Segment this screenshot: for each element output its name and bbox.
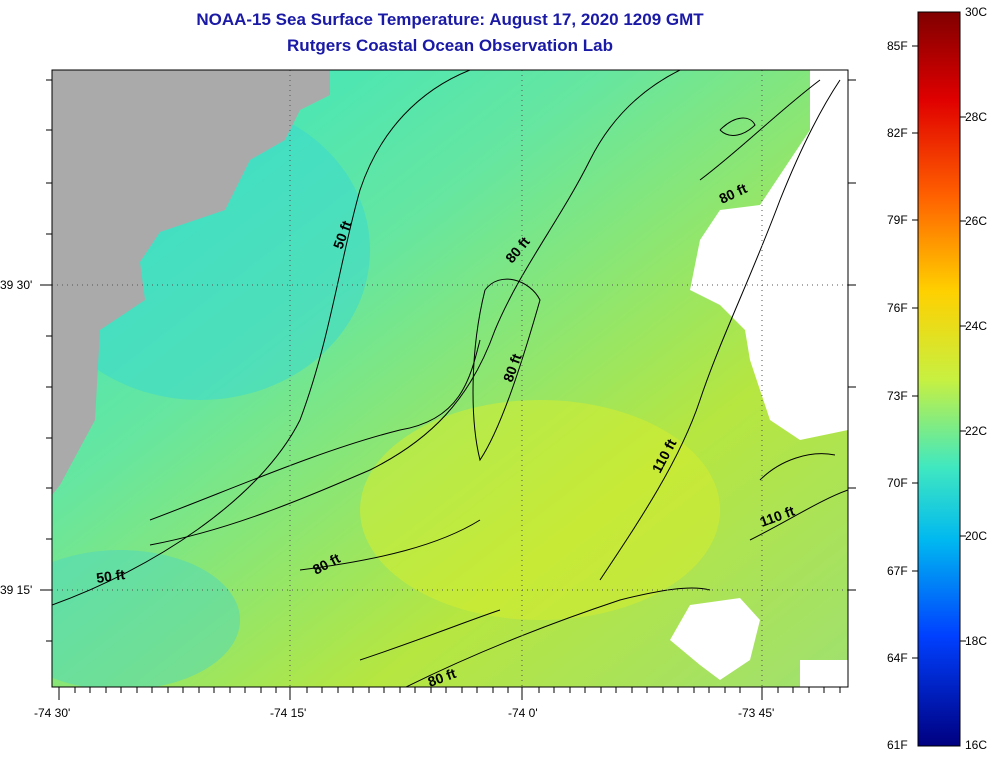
warm-water-patch [360, 400, 720, 620]
map-title: NOAA-15 Sea Surface Temperature: August … [196, 10, 704, 29]
colorbar-c-label: 18C [965, 634, 988, 648]
land-mass [52, 70, 330, 495]
colorbar-f-label: 82F [887, 126, 908, 140]
cloud-mask-southeast [670, 598, 760, 680]
longitude-label: -73 45' [738, 706, 775, 720]
cloud-mask-northeast [690, 70, 848, 440]
colorbar-f-label: 85F [887, 39, 908, 53]
colorbar-c-label: 24C [965, 319, 988, 333]
bathymetry-contours [52, 70, 848, 687]
longitude-label: -74 0' [508, 706, 538, 720]
colorbar-f-label: 70F [887, 476, 908, 490]
colorbar-f-label: 73F [887, 389, 908, 403]
contour-label: 50 ft [95, 566, 126, 586]
colorbar [917, 11, 961, 747]
latitude-label: 39 15' [0, 583, 33, 597]
colorbar-ticks [912, 45, 966, 659]
map-subtitle: Rutgers Coastal Ocean Observation Lab [287, 36, 613, 55]
colorbar-f-label: 64F [887, 651, 908, 665]
map-frame [51, 69, 849, 688]
cloud-mask-corner [800, 660, 848, 687]
colorbar-f-label: 76F [887, 301, 908, 315]
colorbar-f-label: 67F [887, 564, 908, 578]
colorbar-c-label: 16C [965, 738, 988, 752]
colorbar-c-label: 30C [965, 5, 988, 19]
cool-water-patch-south [52, 550, 240, 687]
axis-ticks [40, 79, 856, 700]
colorbar-c-label: 26C [965, 214, 988, 228]
longitude-label: -74 15' [270, 706, 307, 720]
colorbar-f-label: 61F [887, 738, 908, 752]
longitude-label: -74 30' [34, 706, 71, 720]
colorbar-c-label: 22C [965, 424, 988, 438]
latitude-label: 39 30' [0, 278, 33, 292]
colorbar-f-label: 79F [887, 213, 908, 227]
colorbar-c-label: 20C [965, 529, 988, 543]
colorbar-c-label: 28C [965, 110, 988, 124]
